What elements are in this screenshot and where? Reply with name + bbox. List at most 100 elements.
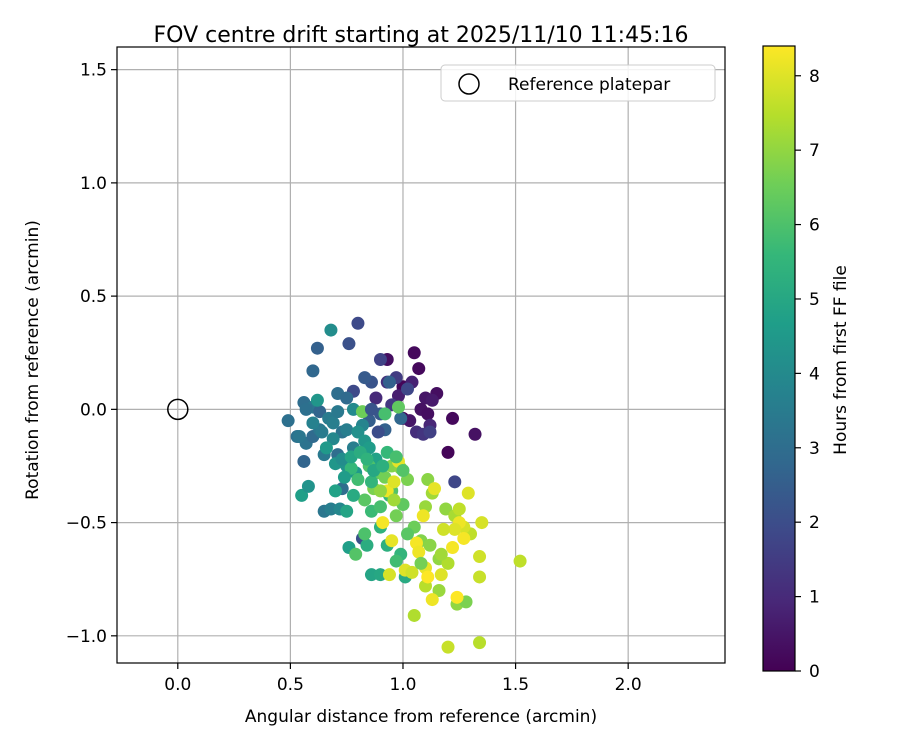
data-point (297, 454, 311, 468)
chart-title: FOV centre drift starting at 2025/11/10 … (154, 23, 689, 48)
data-point (421, 473, 435, 487)
data-point (412, 362, 426, 376)
data-point (414, 556, 428, 570)
y-tick-label: 0.0 (80, 400, 107, 420)
colorbar-ticks: 0 1 2 3 4 5 6 7 8 (795, 67, 820, 682)
data-point (423, 425, 437, 439)
data-point (473, 550, 487, 564)
data-point (295, 488, 309, 502)
y-tick-label: 1.5 (80, 61, 107, 81)
data-point (434, 568, 448, 582)
data-point (349, 547, 363, 561)
data-point (346, 488, 360, 502)
data-point (382, 375, 396, 389)
data-point (387, 493, 401, 507)
x-tick-label: 0.0 (164, 675, 191, 695)
data-point (434, 547, 448, 561)
colorbar-tick-label: 4 (809, 364, 820, 384)
colorbar-tick-label: 5 (809, 290, 820, 310)
data-point (457, 531, 471, 545)
data-point (358, 493, 372, 507)
data-point (337, 470, 351, 484)
data-point (281, 414, 295, 428)
data-point (407, 608, 421, 622)
data-point (344, 461, 358, 475)
legend-box (440, 64, 716, 102)
data-point (371, 425, 385, 439)
data-point (328, 484, 342, 498)
data-points (281, 316, 527, 654)
data-point (358, 371, 372, 385)
y-tick-label: 1.0 (80, 174, 107, 194)
colorbar-tick-label: 3 (809, 439, 820, 459)
y-axis-label: Rotation from reference (arcmin) (23, 220, 43, 500)
y-tick-label: −0.5 (66, 514, 107, 534)
data-point (448, 475, 462, 489)
data-point (324, 502, 338, 516)
data-point (452, 502, 466, 516)
data-point (342, 337, 356, 351)
legend-label: Reference platepar (508, 75, 670, 95)
data-point (468, 427, 482, 441)
data-point (432, 584, 446, 598)
y-axis-ticks: 1.5 1.0 0.5 0.0 −0.5 −1.0 (66, 61, 117, 647)
data-point (301, 479, 315, 493)
data-point (351, 425, 365, 439)
x-tick-label: 0.5 (277, 675, 304, 695)
legend: Reference platepar (440, 64, 716, 102)
colorbar-tick-label: 7 (809, 141, 820, 161)
data-point (421, 570, 435, 584)
data-point (387, 475, 401, 489)
reference-marker (167, 398, 189, 421)
data-point (360, 538, 374, 552)
x-tick-label: 1.5 (502, 675, 529, 695)
data-point (364, 475, 378, 489)
data-point (373, 500, 387, 514)
x-axis-ticks: 0.0 0.5 1.0 1.5 2.0 (164, 663, 642, 695)
data-point (373, 484, 387, 498)
data-point (461, 486, 475, 500)
data-point (373, 353, 387, 367)
x-tick-label: 1.0 (389, 675, 416, 695)
data-point (428, 482, 442, 496)
data-point (360, 452, 374, 466)
data-point (313, 405, 327, 419)
colorbar-tick-label: 8 (809, 67, 820, 87)
data-point (425, 393, 439, 407)
data-point (473, 570, 487, 584)
data-point (396, 464, 410, 477)
data-point (351, 316, 365, 330)
data-point (364, 568, 378, 582)
colorbar-tick-label: 1 (809, 588, 820, 608)
data-point (310, 341, 324, 355)
data-point (391, 400, 405, 414)
data-point (340, 391, 354, 405)
colorbar (762, 45, 796, 672)
y-tick-label: −1.0 (66, 627, 107, 647)
data-point (376, 516, 390, 530)
data-point (319, 441, 333, 455)
colorbar-tick-label: 6 (809, 216, 820, 236)
y-tick-label: 0.5 (80, 287, 107, 307)
data-point (315, 425, 329, 439)
data-point (513, 554, 527, 568)
data-point (306, 364, 320, 378)
data-point (407, 346, 421, 360)
data-point (389, 450, 403, 464)
data-point (326, 416, 340, 430)
data-point (306, 416, 320, 430)
data-point (389, 554, 403, 568)
data-point (394, 411, 408, 425)
data-point (376, 459, 390, 473)
data-point (373, 568, 387, 582)
data-point (423, 538, 437, 552)
data-point (416, 509, 430, 523)
legend-marker (458, 73, 480, 95)
data-point (446, 411, 460, 425)
data-point (475, 516, 489, 530)
data-point (448, 522, 462, 536)
colorbar-tick-label: 2 (809, 513, 820, 533)
data-point (441, 445, 455, 459)
data-point (389, 509, 403, 523)
